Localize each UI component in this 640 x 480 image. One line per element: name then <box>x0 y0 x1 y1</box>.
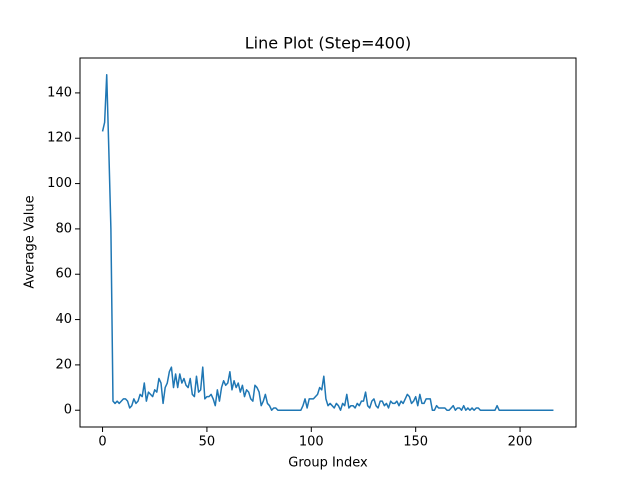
y-axis-label: Average Value <box>23 195 38 288</box>
x-tick-label: 200 <box>508 435 533 450</box>
y-tick-label: 80 <box>55 221 72 236</box>
chart-title: Line Plot (Step=400) <box>245 34 412 53</box>
x-tick-label: 100 <box>299 435 324 450</box>
y-tick-label: 60 <box>55 267 72 282</box>
x-tick-label: 50 <box>199 435 216 450</box>
x-tick-label: 0 <box>98 435 106 450</box>
y-tick-label: 100 <box>47 176 72 191</box>
data-line <box>101 74 554 411</box>
y-tick-label: 140 <box>47 85 72 100</box>
y-tick-label: 20 <box>55 357 72 372</box>
y-tick-label: 120 <box>47 131 72 146</box>
y-tick-label: 0 <box>64 403 72 418</box>
y-tick-label: 40 <box>55 312 72 327</box>
x-tick-label: 150 <box>403 435 428 450</box>
plot-frame <box>79 57 577 428</box>
x-axis-label: Group Index <box>288 456 368 471</box>
